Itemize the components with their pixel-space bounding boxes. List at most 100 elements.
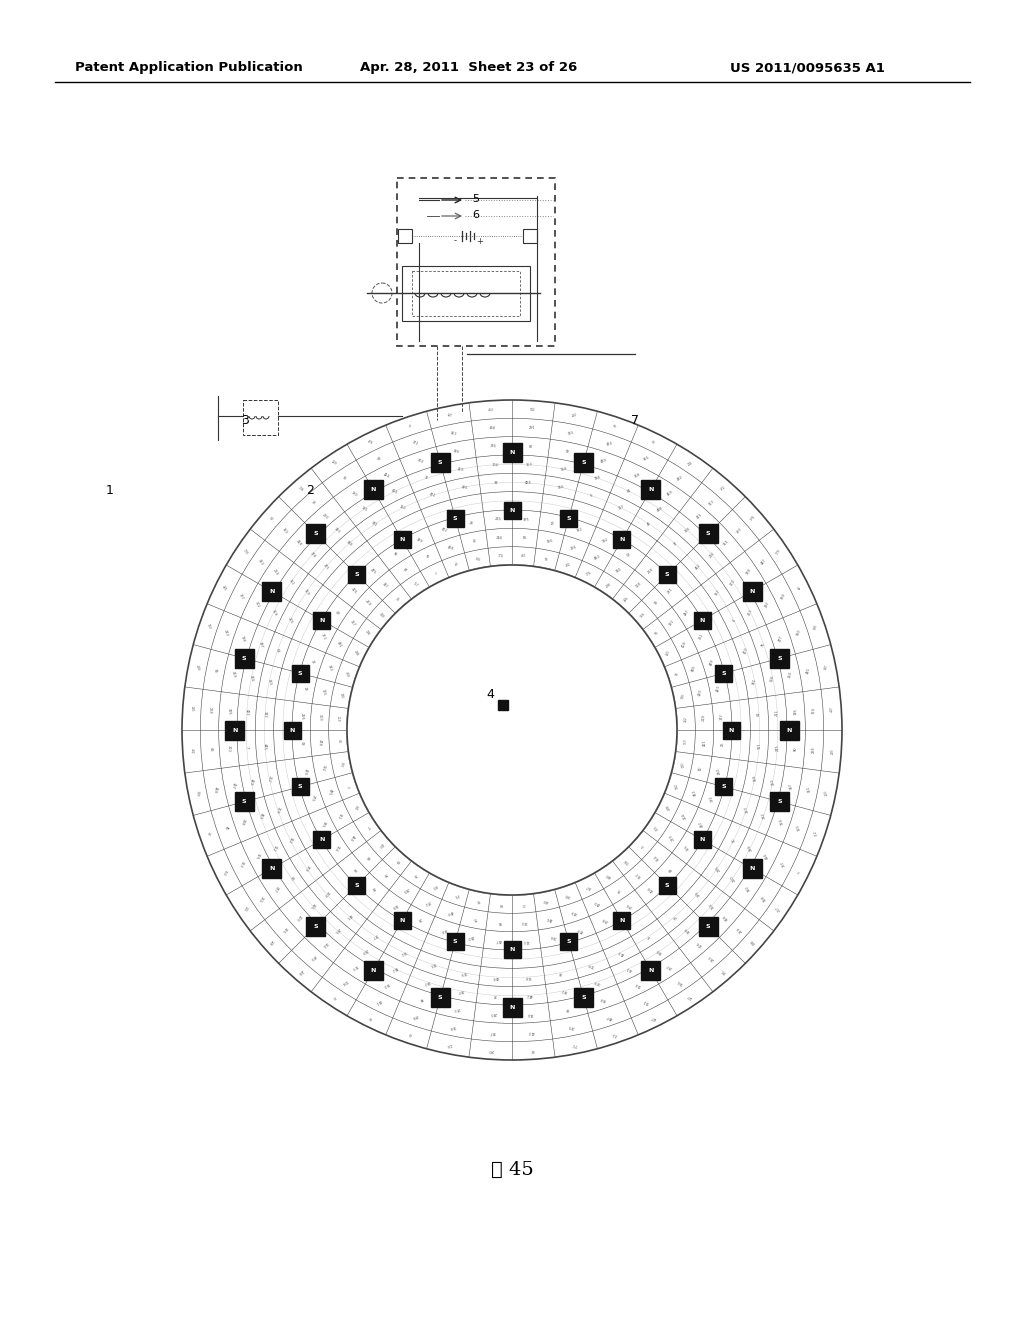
Text: 300: 300 [226, 744, 230, 752]
Text: 498: 498 [655, 506, 664, 512]
Text: S: S [777, 799, 782, 804]
Text: 474: 474 [605, 441, 613, 446]
Text: 416: 416 [764, 851, 770, 859]
Text: 169: 169 [303, 589, 309, 597]
Text: S: S [722, 671, 726, 676]
Text: 481: 481 [806, 668, 811, 675]
Text: 57: 57 [626, 552, 632, 557]
Text: US 2011/0095635 A1: US 2011/0095635 A1 [730, 62, 885, 74]
Bar [742, 582, 762, 601]
Text: S: S [453, 940, 458, 945]
Text: 图 45: 图 45 [490, 1162, 534, 1179]
Text: 318: 318 [752, 775, 758, 781]
Text: 91: 91 [497, 920, 502, 924]
Text: 485: 485 [327, 788, 333, 796]
Text: 273: 273 [453, 1006, 460, 1011]
Text: 477: 477 [778, 635, 784, 643]
Text: 148: 148 [722, 913, 729, 921]
Text: 336: 336 [655, 948, 664, 954]
Text: 234: 234 [812, 746, 816, 754]
Text: 82: 82 [528, 445, 532, 449]
Text: 4: 4 [486, 689, 494, 701]
Text: 489: 489 [599, 458, 607, 463]
Text: Patent Application Publication: Patent Application Publication [75, 62, 303, 74]
Text: 389: 389 [195, 789, 200, 796]
Text: 286: 286 [411, 1014, 419, 1019]
Text: 405: 405 [350, 587, 357, 595]
Text: 288: 288 [352, 649, 358, 656]
Bar [431, 453, 450, 471]
Text: 328: 328 [267, 939, 274, 945]
Text: 370: 370 [308, 954, 316, 961]
Text: 34: 34 [394, 597, 400, 602]
Text: 284: 284 [208, 706, 212, 714]
Text: 267: 267 [586, 883, 593, 890]
Text: 3: 3 [345, 784, 349, 788]
Text: 78: 78 [413, 873, 418, 878]
Text: 445: 445 [263, 743, 267, 750]
Text: S: S [354, 573, 359, 577]
Text: 48: 48 [368, 1015, 373, 1020]
Text: 404: 404 [647, 884, 655, 892]
Text: 395: 395 [226, 708, 230, 715]
Text: 384: 384 [249, 675, 254, 682]
Text: 8: 8 [647, 933, 651, 939]
Text: 350: 350 [382, 982, 390, 989]
Text: S: S [582, 459, 586, 465]
Text: 413: 413 [528, 1030, 536, 1034]
Text: 306: 306 [695, 940, 703, 948]
Text: 455: 455 [653, 824, 660, 830]
Text: 178: 178 [308, 550, 315, 558]
Text: 379: 379 [303, 863, 309, 871]
Text: S: S [582, 995, 586, 1001]
Text: 160: 160 [281, 527, 289, 535]
Text: 33: 33 [331, 994, 337, 999]
Bar [306, 524, 326, 544]
Text: 171: 171 [411, 441, 419, 446]
Text: 141: 141 [352, 804, 358, 810]
Text: 326: 326 [391, 902, 398, 909]
Text: S: S [242, 656, 247, 661]
Text: 195: 195 [794, 708, 798, 715]
Text: 285: 285 [333, 927, 341, 933]
Text: 93: 93 [494, 480, 499, 486]
Text: 387: 387 [824, 664, 829, 671]
Text: 130: 130 [350, 490, 358, 498]
Text: 211: 211 [775, 709, 779, 717]
Text: 212: 212 [266, 775, 272, 781]
Text: 276: 276 [626, 902, 633, 909]
Text: 126: 126 [240, 635, 246, 643]
Bar [613, 912, 630, 928]
Text: 374: 374 [417, 458, 425, 463]
Text: 427: 427 [650, 1015, 657, 1020]
Text: 168: 168 [634, 471, 642, 478]
Text: N: N [750, 866, 755, 871]
Text: N: N [269, 866, 274, 871]
Bar [504, 941, 520, 958]
Text: 109: 109 [588, 961, 595, 968]
Text: 60: 60 [288, 875, 294, 880]
Text: 291: 291 [528, 426, 536, 430]
Bar [698, 524, 718, 544]
Text: 164: 164 [778, 817, 784, 825]
Text: 423: 423 [716, 685, 721, 693]
Text: 18: 18 [309, 660, 315, 665]
Text: 45: 45 [223, 825, 228, 830]
Text: 343: 343 [327, 664, 333, 672]
Text: 132: 132 [321, 764, 326, 771]
Text: 220: 220 [321, 512, 329, 520]
Text: 470: 470 [593, 899, 601, 906]
Text: 385: 385 [522, 517, 529, 521]
Text: 180: 180 [735, 527, 743, 535]
Text: 302: 302 [254, 601, 260, 609]
Text: 381: 381 [752, 678, 758, 685]
Text: 297: 297 [764, 601, 770, 609]
Text: 40: 40 [698, 766, 703, 770]
Text: 98: 98 [418, 997, 424, 1002]
Text: 69: 69 [394, 858, 400, 863]
Bar [243, 400, 278, 436]
Text: 203: 203 [295, 913, 302, 921]
Text: 56: 56 [654, 631, 659, 636]
Text: 365: 365 [266, 678, 272, 685]
Bar [723, 722, 740, 738]
